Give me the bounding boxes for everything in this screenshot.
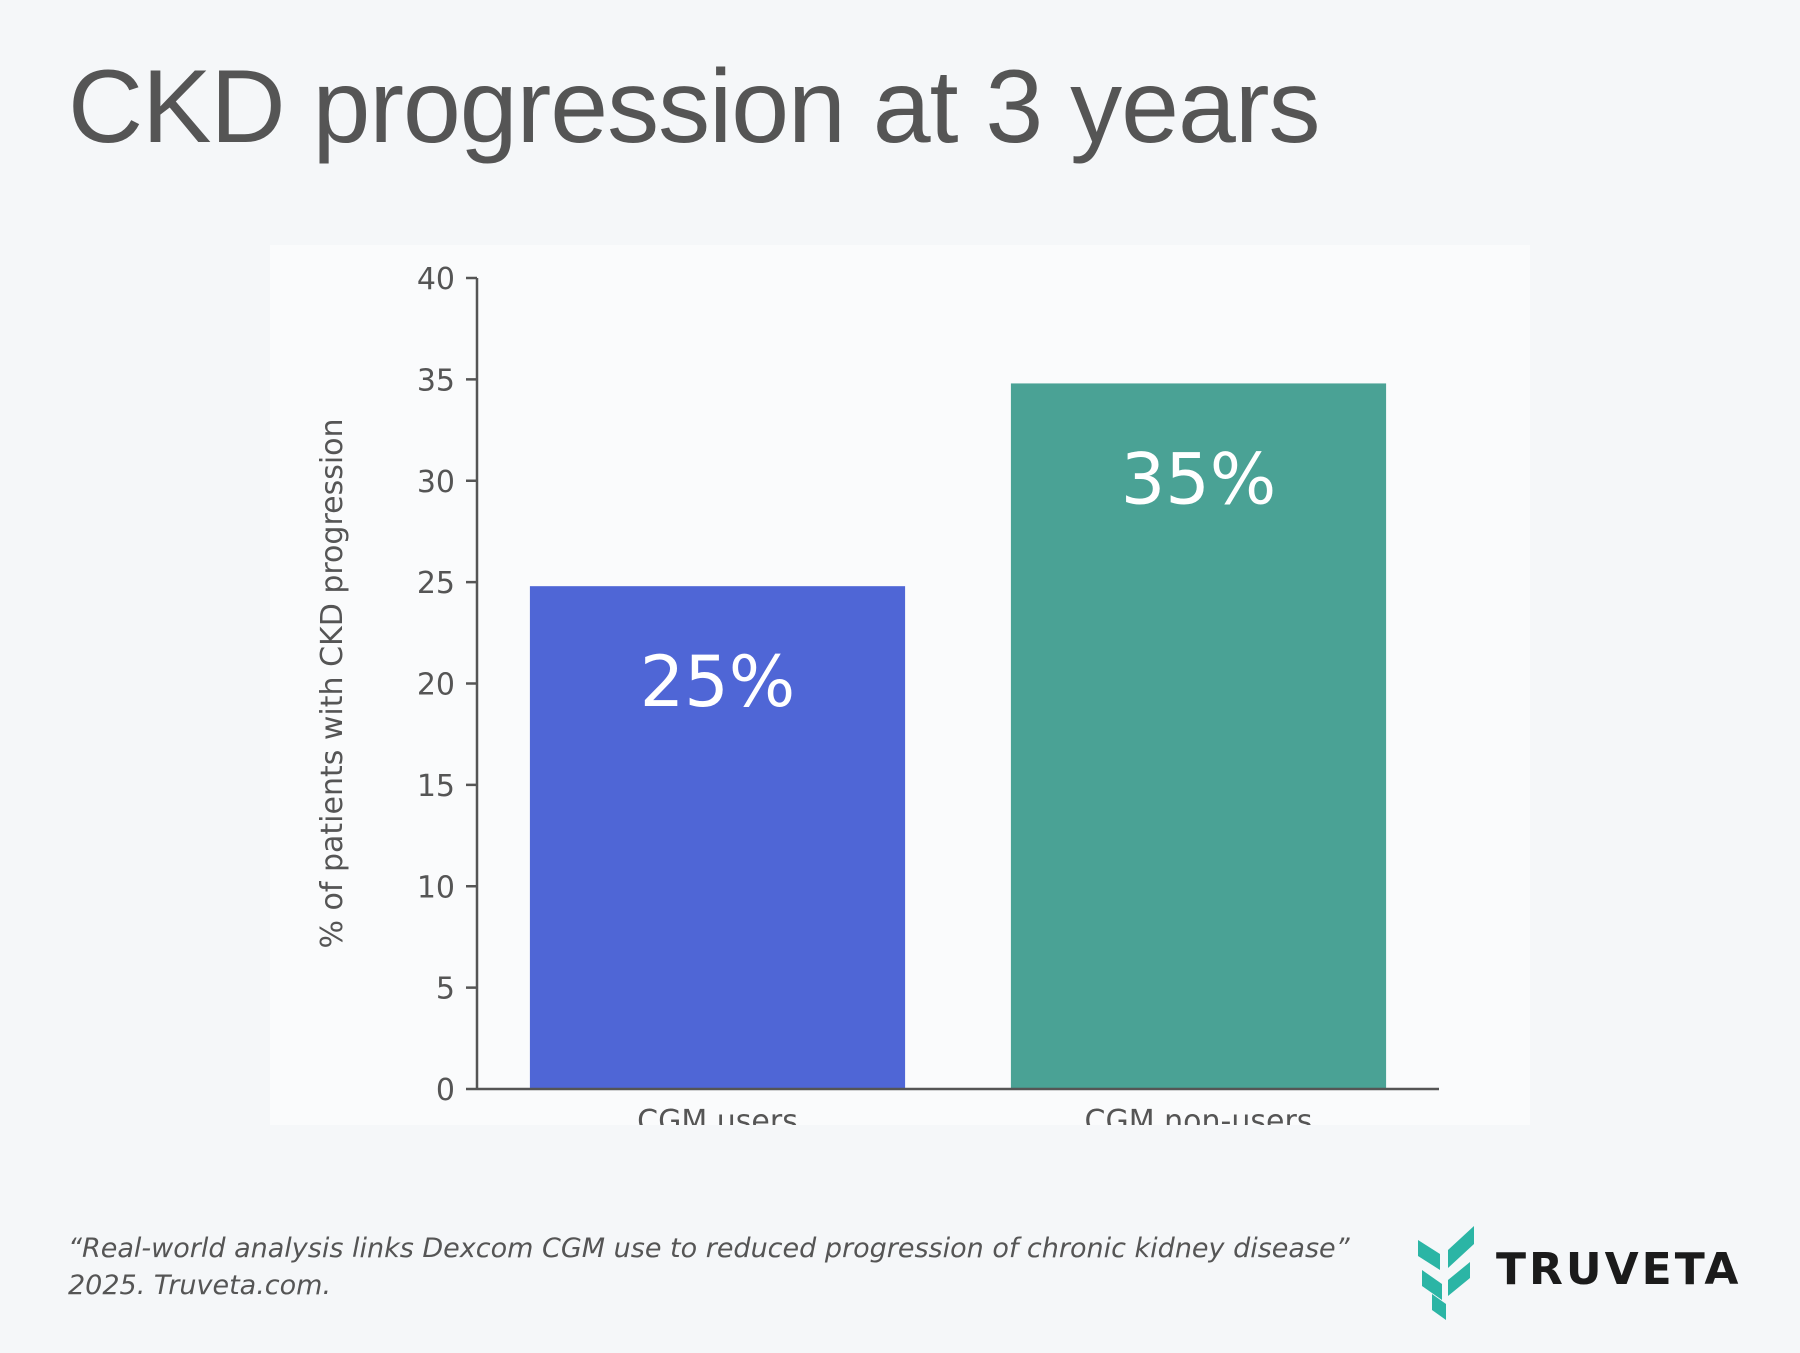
y-tick-label: 30 bbox=[417, 465, 455, 500]
bar-value-label: 25% bbox=[640, 641, 796, 723]
y-tick-label: 5 bbox=[436, 972, 455, 1007]
bar-value-label: 35% bbox=[1121, 438, 1277, 520]
y-tick-label: 25 bbox=[417, 566, 455, 601]
y-tick-label: 20 bbox=[417, 668, 455, 703]
y-tick-label: 40 bbox=[417, 262, 455, 297]
citation-source: 2025. Truveta.com. bbox=[68, 1270, 332, 1301]
truveta-logo: TRUVETA bbox=[1418, 1220, 1758, 1320]
bar-chart: 0 5 10 15 20 25 30 35 40 25% CGM users 35% CGM non-u… bbox=[315, 262, 1439, 1125]
chart-panel: 0 5 10 15 20 25 30 35 40 25% CGM users 35% CGM non-u… bbox=[270, 245, 1530, 1125]
citation: “Real-world analysis links Dexcom CGM us… bbox=[68, 1230, 1350, 1304]
bar bbox=[529, 586, 906, 1089]
y-tick-label: 10 bbox=[417, 870, 455, 905]
bar bbox=[1010, 383, 1387, 1089]
truveta-leaf-icon bbox=[1418, 1226, 1474, 1320]
page-title: CKD progression at 3 years bbox=[68, 49, 1320, 165]
logo-wordmark: TRUVETA bbox=[1496, 1244, 1742, 1295]
y-tick-label: 0 bbox=[436, 1073, 455, 1108]
citation-title: “Real-world analysis links Dexcom CGM us… bbox=[68, 1233, 1350, 1264]
x-tick-label: CGM users bbox=[637, 1104, 798, 1125]
x-tick-label: CGM non-users bbox=[1085, 1104, 1313, 1125]
y-tick-label: 15 bbox=[417, 769, 455, 804]
y-axis-label: % of patients with CKD progression bbox=[315, 418, 350, 948]
y-tick-label: 35 bbox=[417, 363, 455, 398]
